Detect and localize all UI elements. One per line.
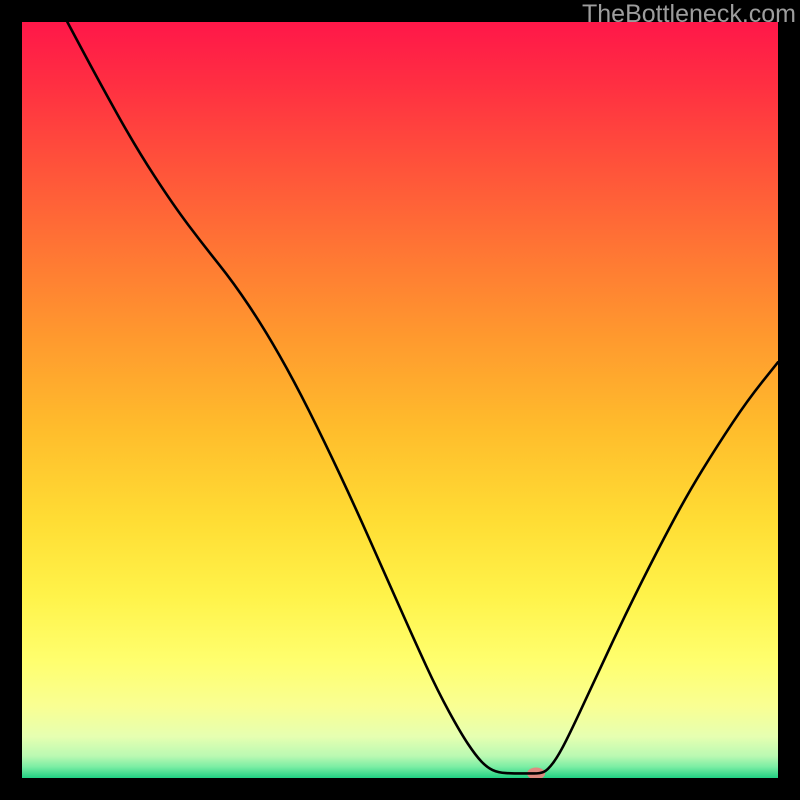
plot-svg (22, 22, 778, 778)
chart-stage: TheBottleneck.com (0, 0, 800, 800)
bottleneck-curve-chart (22, 22, 778, 778)
gradient-background (22, 22, 778, 778)
